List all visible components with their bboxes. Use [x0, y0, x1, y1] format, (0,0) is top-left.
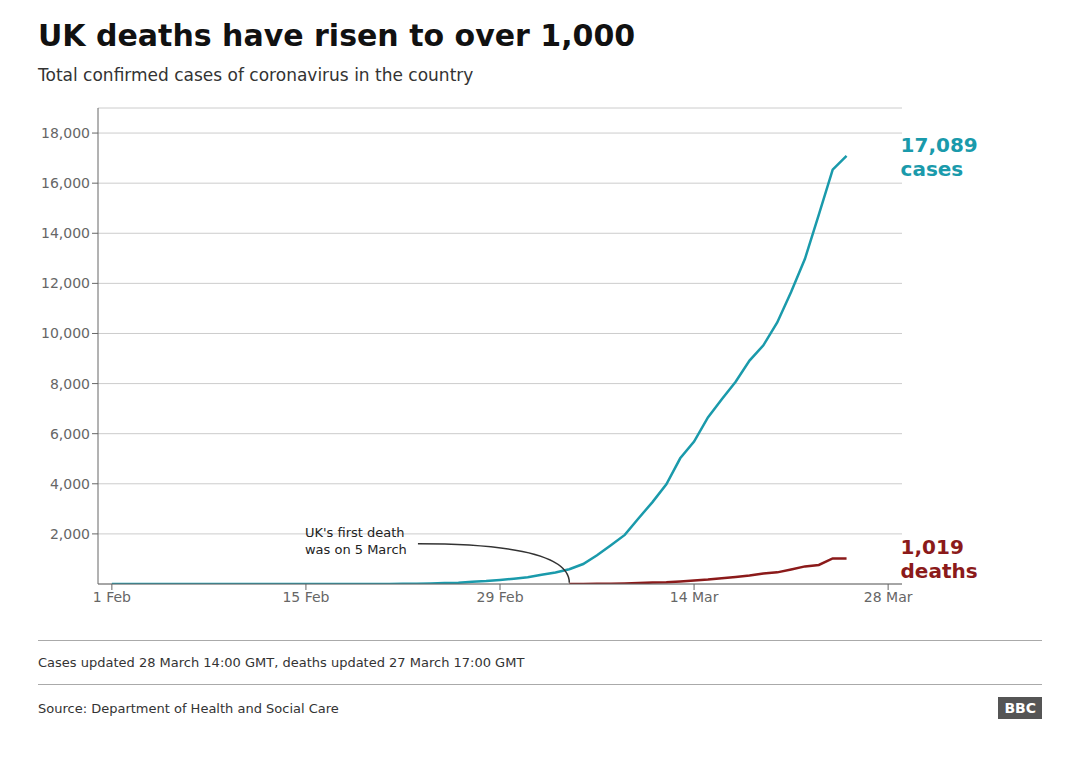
html-text:BBC: BBC: [1004, 700, 1036, 716]
svg-text:cases: cases: [901, 157, 964, 181]
html-text:Cases updated 28 March 14:00 G: Cases updated 28 March 14:00 GMT, deaths…: [38, 655, 525, 670]
svg-text:6,000: 6,000: [50, 426, 90, 442]
svg-text:UK's first deathwas on 5 March: UK's first deathwas on 5 March: [305, 525, 407, 557]
svg-text:18,000: 18,000: [41, 125, 90, 141]
svg-text:deaths: deaths: [901, 559, 978, 583]
html-text:Source: Department of Health a: Source: Department of Health and Social …: [38, 700, 339, 716]
svg-text:1 Feb: 1 Feb: [93, 589, 131, 605]
svg-text:15 Feb: 15 Feb: [282, 589, 329, 605]
svg-text:14,000: 14,000: [41, 225, 90, 241]
svg-text:12,000: 12,000: [41, 275, 90, 291]
svg-text:29 Feb: 29 Feb: [476, 589, 523, 605]
svg-text:28 Mar: 28 Mar: [864, 589, 913, 605]
html-text:Total confirmed cases of coron: Total confirmed cases of coronavirus in …: [38, 65, 474, 85]
svg-text:8,000: 8,000: [50, 376, 90, 392]
html-text:UK deaths have risen to over 1: UK deaths have risen to over 1,000: [38, 18, 636, 53]
svg-text:1,019: 1,019: [901, 535, 964, 559]
svg-text:17,089: 17,089: [901, 133, 978, 157]
svg-text:2,000: 2,000: [50, 526, 90, 542]
svg-text:14 Mar: 14 Mar: [670, 589, 719, 605]
svg-text:10,000: 10,000: [41, 325, 90, 341]
svg-text:16,000: 16,000: [41, 175, 90, 191]
svg-text:4,000: 4,000: [50, 476, 90, 492]
